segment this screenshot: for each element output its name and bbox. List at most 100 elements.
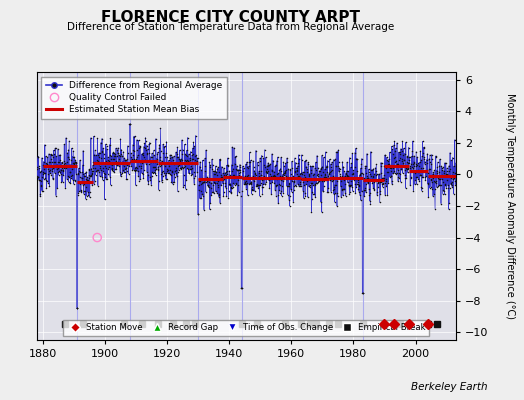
Point <box>363 175 372 181</box>
Point <box>86 172 94 179</box>
Point <box>354 179 362 185</box>
Point <box>179 172 188 178</box>
Point <box>404 166 412 172</box>
Point <box>92 168 101 174</box>
Point <box>64 178 73 185</box>
Point <box>89 162 97 168</box>
Point <box>308 163 316 169</box>
Point <box>286 166 294 173</box>
Point <box>204 184 213 190</box>
Point <box>224 155 232 161</box>
Point <box>195 164 204 170</box>
Point <box>144 181 152 188</box>
Point <box>231 182 239 188</box>
Point <box>295 173 303 179</box>
Point <box>307 170 315 176</box>
Point <box>384 158 392 164</box>
Point <box>167 159 175 166</box>
Point <box>112 166 121 172</box>
Point <box>223 162 232 169</box>
Point <box>292 174 300 181</box>
Point <box>294 181 302 188</box>
Point <box>185 170 193 176</box>
Point <box>450 174 458 180</box>
Point <box>246 179 254 186</box>
Point <box>287 176 296 182</box>
Point <box>268 173 277 179</box>
Point <box>40 166 49 172</box>
Point <box>447 180 455 186</box>
Point <box>89 158 97 165</box>
Point <box>297 176 305 183</box>
Point <box>391 159 399 166</box>
Point <box>423 166 431 173</box>
Point <box>46 170 54 177</box>
Point <box>406 163 414 169</box>
Point <box>342 175 351 181</box>
Point <box>101 174 110 180</box>
Point <box>148 173 156 179</box>
Point <box>328 178 336 184</box>
Point <box>86 172 94 179</box>
Point <box>113 150 122 156</box>
Point <box>342 170 350 176</box>
Point <box>91 147 99 154</box>
Point <box>121 157 129 163</box>
Point <box>119 161 128 168</box>
Point <box>89 168 97 175</box>
Point <box>420 156 429 162</box>
Point <box>110 169 118 175</box>
Point <box>57 179 66 186</box>
Point <box>349 170 357 176</box>
Point <box>171 170 180 176</box>
Point <box>311 194 320 200</box>
Point <box>236 168 245 175</box>
Point <box>334 163 342 169</box>
Point <box>214 184 223 190</box>
Point <box>416 172 424 178</box>
Point <box>418 174 427 180</box>
Point <box>226 172 234 178</box>
Point <box>37 178 45 184</box>
Point <box>279 171 287 178</box>
Point <box>182 147 191 154</box>
Point <box>241 180 249 187</box>
Point <box>87 172 95 178</box>
Point <box>308 180 316 186</box>
Point <box>258 177 266 184</box>
Point <box>288 178 297 184</box>
Point <box>227 162 236 168</box>
Point <box>312 180 321 186</box>
Point <box>266 171 274 178</box>
Point <box>96 163 104 170</box>
Point <box>330 156 338 163</box>
Point <box>383 154 391 160</box>
Point <box>269 157 277 164</box>
Point <box>267 175 275 181</box>
Point <box>225 182 234 188</box>
Point <box>330 184 339 190</box>
Point <box>54 146 62 152</box>
Point <box>229 183 237 190</box>
Point <box>228 172 237 178</box>
Point <box>143 150 151 156</box>
Point <box>190 153 199 159</box>
Point <box>283 174 292 180</box>
Point <box>414 169 423 175</box>
Point <box>94 157 102 164</box>
Point <box>156 163 164 170</box>
Point <box>327 188 335 195</box>
Point <box>368 180 377 186</box>
Point <box>387 168 395 174</box>
Point <box>253 162 261 168</box>
Point <box>172 149 180 155</box>
Point <box>180 164 188 171</box>
Point <box>288 158 296 164</box>
Point <box>442 172 451 178</box>
Point <box>372 168 380 174</box>
Point <box>413 162 421 169</box>
Point <box>298 175 307 181</box>
Point <box>357 160 366 167</box>
Point <box>223 171 232 177</box>
Point <box>212 169 220 176</box>
